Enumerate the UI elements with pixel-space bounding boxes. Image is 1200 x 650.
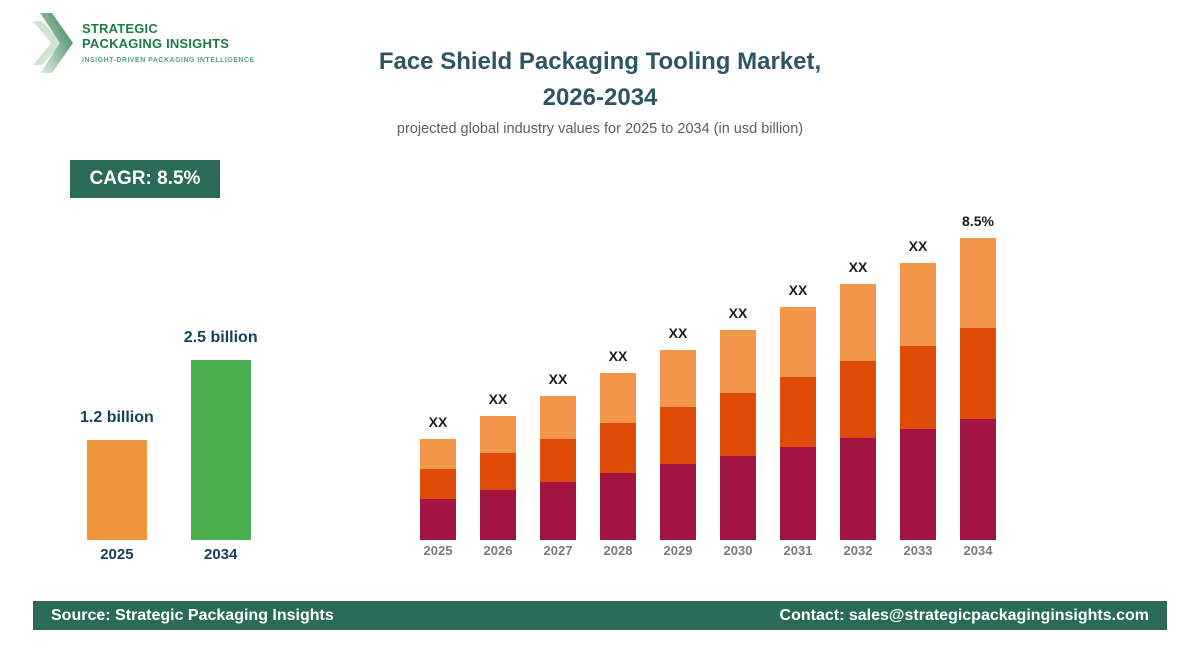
chevron-logo-icon — [33, 12, 73, 79]
bar-year-label: 2027 — [543, 543, 573, 558]
mini-bar-group-2034: 2.5 billion 2034 — [184, 329, 258, 562]
bar-2034-segment-middle — [960, 328, 996, 419]
stacked-bar-group-2029: XX 2029 — [660, 325, 696, 559]
bar-2025-segment-bottom — [420, 499, 456, 540]
bar-year-label: 2032 — [843, 543, 873, 558]
mini-bar-value-label: 1.2 billion — [80, 409, 154, 426]
mini-bar-group-2025: 1.2 billion 2025 — [80, 409, 154, 562]
bar-2033-segment-middle — [900, 346, 936, 429]
bar-2030-segment-bottom — [720, 456, 756, 540]
bar-year-label: 2025 — [423, 543, 453, 558]
bar-2034-segment-top — [960, 238, 996, 328]
brand-tagline: INSIGHT-DRIVEN PACKAGING INTELLIGENCE — [82, 57, 255, 64]
bar-2027-segment-bottom — [540, 482, 576, 540]
bar-2033-segment-bottom — [900, 429, 936, 540]
mini-bar-year-label: 2034 — [204, 546, 238, 563]
bar-2032-segment-middle — [840, 361, 876, 438]
mini-chart: 1.2 billion 2025 2.5 billion 2034 — [80, 329, 258, 562]
bar-2029-segment-top — [660, 350, 696, 407]
brand-name-line2: PACKAGING INSIGHTS — [82, 36, 230, 51]
bar-2026-segment-top — [480, 416, 516, 453]
stacked-chart: XX 2025 XX 2026 XX 2027 XX 2028 XX 2029 XX 2030 XX 20… — [420, 213, 996, 559]
bar-value-label: XX — [428, 414, 448, 430]
stacked-bar-group-2025: XX 2025 — [420, 414, 456, 559]
bar-2033-segment-top — [900, 263, 936, 346]
bar-2026-segment-bottom — [480, 490, 516, 540]
brand-logo: STRATEGIC PACKAGING INSIGHTS INSIGHT-DRI… — [33, 12, 255, 79]
mini-bar-2025 — [86, 440, 147, 540]
bar-value-label: 8.5% — [962, 213, 994, 229]
bar-year-label: 2034 — [963, 543, 993, 558]
stacked-bar-group-2033: XX 2033 — [900, 238, 936, 559]
cagr-badge: CAGR: 8.5% — [70, 160, 220, 198]
stacked-bar-group-2034: 8.5% 2034 — [960, 213, 996, 559]
chart-header: Face Shield Packaging Tooling Market, 20… — [0, 44, 1200, 137]
bar-value-label: XX — [548, 371, 568, 387]
bar-year-label: 2026 — [483, 543, 513, 558]
stacked-bar-group-2026: XX 2026 — [480, 391, 516, 559]
bar-2028-segment-middle — [600, 423, 636, 473]
bar-value-label: XX — [788, 282, 808, 298]
bar-2025-segment-middle — [420, 469, 456, 499]
bar-2032-segment-top — [840, 284, 876, 361]
stacked-bar-group-2031: XX 2031 — [780, 282, 816, 559]
bar-2031-segment-top — [780, 307, 816, 377]
stacked-bar-group-2032: XX 2032 — [840, 259, 876, 559]
page-subtitle: projected global industry values for 202… — [396, 121, 804, 137]
footer-bar: Source: Strategic Packaging Insights Con… — [33, 601, 1167, 630]
bar-2029-segment-bottom — [660, 464, 696, 540]
stacked-bar-group-2027: XX 2027 — [540, 371, 576, 559]
bar-value-label: XX — [488, 391, 508, 407]
bar-year-label: 2033 — [903, 543, 933, 558]
bar-2027-segment-middle — [540, 439, 576, 482]
bar-2031-segment-bottom — [780, 447, 816, 540]
mini-bar-year-label: 2025 — [100, 546, 134, 563]
brand-logo-text: STRATEGIC PACKAGING INSIGHTS INSIGHT-DRI… — [82, 12, 255, 79]
bar-2031-segment-middle — [780, 377, 816, 447]
bar-2029-segment-middle — [660, 407, 696, 464]
bar-2030-segment-middle — [720, 393, 756, 456]
page-title-line2: 2026-2034 — [542, 84, 658, 111]
footer-source: Source: Strategic Packaging Insights — [51, 606, 334, 624]
bar-value-label: XX — [728, 305, 748, 321]
bar-2030-segment-top — [720, 330, 756, 393]
mini-bar-value-label: 2.5 billion — [183, 329, 258, 346]
bar-2028-segment-top — [600, 373, 636, 423]
stacked-bar-group-2030: XX 2030 — [720, 305, 756, 559]
bar-year-label: 2029 — [663, 543, 693, 558]
bar-value-label: XX — [908, 238, 928, 254]
bar-2025-segment-top — [420, 439, 456, 469]
stacked-bar-group-2028: XX 2028 — [600, 348, 636, 559]
footer-contact: Contact: sales@strategicpackaginginsight… — [779, 606, 1149, 624]
bar-2028-segment-bottom — [600, 473, 636, 540]
bar-year-label: 2028 — [603, 543, 633, 558]
bar-2034-segment-bottom — [960, 419, 996, 540]
bar-2032-segment-bottom — [840, 438, 876, 540]
bar-2027-segment-top — [540, 396, 576, 439]
bar-year-label: 2031 — [783, 543, 813, 558]
bar-year-label: 2030 — [723, 543, 753, 558]
page-title-line1: Face Shield Packaging Tooling Market, — [378, 48, 822, 75]
bar-value-label: XX — [668, 325, 688, 341]
mini-bar-2034 — [190, 360, 251, 540]
bar-value-label: XX — [608, 348, 628, 364]
bar-value-label: XX — [848, 259, 868, 275]
brand-name-line1: STRATEGIC — [82, 21, 158, 36]
bar-2026-segment-middle — [480, 453, 516, 490]
